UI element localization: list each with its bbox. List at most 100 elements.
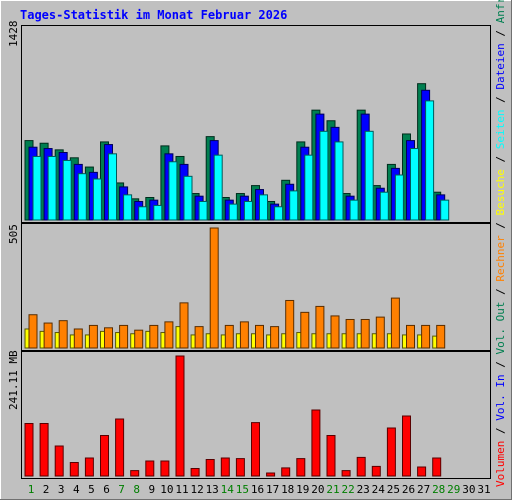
bar-bottom-volumen-day-19: [296, 458, 306, 477]
y-max-label-bottom: 241.11 MB: [7, 350, 20, 410]
bar-bottom-volumen-day-10: [160, 460, 170, 477]
bar-middle-rechner-day-9: [149, 324, 159, 349]
bar-top-seiten-day-11: [183, 175, 193, 221]
bar-bottom-volumen-day-11: [175, 355, 185, 477]
bar-middle-rechner-day-28: [436, 324, 446, 349]
bar-bottom-volumen-day-16: [251, 422, 260, 477]
bar-middle-rechner-day-25: [390, 297, 400, 349]
bar-top-seiten-day-27: [425, 100, 435, 221]
bar-middle-rechner-day-26: [406, 324, 415, 349]
bar-middle-rechner-day-8: [134, 329, 144, 349]
bar-bottom-volumen-day-14: [220, 457, 230, 477]
legend-separator: /: [494, 282, 507, 302]
bar-top-seiten-day-5: [92, 178, 102, 221]
bar-top-seiten-day-2: [47, 155, 57, 221]
bar-top-seiten-day-14: [228, 203, 238, 221]
x-tick-label-day-29: 29: [447, 483, 460, 496]
bar-bottom-volumen-day-2: [39, 423, 49, 477]
bar-top-seiten-day-12: [198, 200, 208, 221]
legend-separator: /: [494, 421, 507, 441]
legend-item-rechner: Rechner: [494, 235, 507, 282]
bar-middle-rechner-day-19: [300, 311, 310, 349]
bar-bottom-volumen-day-22: [341, 470, 351, 477]
bar-middle-rechner-day-2: [43, 322, 53, 349]
bar-middle-rechner-day-4: [73, 328, 83, 349]
bar-bottom-volumen-day-3: [54, 445, 64, 477]
x-tick-label-day-18: 18: [281, 483, 294, 496]
bar-middle-rechner-day-11: [179, 302, 189, 349]
legend-item-dateien: Dateien: [494, 43, 507, 89]
x-tick-label-day-11: 11: [175, 483, 188, 496]
bar-middle-rechner-day-12: [194, 326, 204, 349]
bar-top-seiten-day-25: [394, 174, 404, 221]
legend-separator: /: [494, 149, 507, 169]
bar-top-seiten-day-17: [274, 206, 284, 221]
x-tick-label-day-6: 6: [103, 483, 110, 496]
x-tick-label-day-5: 5: [88, 483, 95, 496]
bar-top-seiten-day-1: [32, 155, 42, 221]
x-tick-label-day-27: 27: [417, 483, 430, 496]
x-tick-label-day-3: 3: [58, 483, 65, 496]
legend-separator: /: [494, 23, 507, 43]
legend-separator: /: [494, 90, 507, 110]
bar-middle-rechner-day-18: [285, 299, 295, 349]
legend-item-seiten: Seiten: [494, 109, 507, 149]
bar-middle-rechner-day-27: [421, 324, 431, 349]
x-tick-label-day-23: 23: [357, 483, 370, 496]
bar-bottom-volumen-day-17: [266, 472, 276, 477]
x-tick-label-day-9: 9: [148, 483, 155, 496]
legend-item-vol-out: Vol. Out: [494, 302, 507, 355]
bar-middle-rechner-day-24: [375, 316, 385, 349]
bar-middle-rechner-day-1: [28, 314, 38, 349]
bar-top-seiten-day-16: [259, 194, 268, 221]
bar-middle-rechner-day-6: [104, 327, 113, 349]
bar-bottom-volumen-day-8: [130, 470, 140, 477]
x-tick-label-day-21: 21: [326, 483, 339, 496]
bar-middle-rechner-day-21: [330, 315, 340, 349]
bar-top-seiten-day-19: [304, 154, 314, 221]
bar-bottom-volumen-day-28: [432, 457, 442, 477]
bar-top-seiten-day-20: [319, 130, 329, 221]
bar-middle-rechner-day-13: [209, 227, 219, 349]
bar-bottom-volumen-day-20: [311, 409, 321, 477]
bar-top-seiten-day-4: [77, 173, 87, 221]
bar-bottom-volumen-day-6: [100, 435, 109, 477]
legend-item-besuche: Besuche: [494, 169, 507, 215]
bar-bottom-volumen-day-25: [386, 427, 396, 477]
bar-top-seiten-day-10: [168, 161, 178, 221]
bar-top-seiten-day-9: [153, 204, 163, 221]
bar-middle-rechner-day-15: [239, 321, 249, 349]
bar-middle-rechner-day-14: [224, 324, 234, 349]
x-tick-label-day-7: 7: [118, 483, 125, 496]
x-tick-label-day-12: 12: [190, 483, 203, 496]
right-vertical-legend: Volumen / Vol. In / Vol. Out / Rechner /…: [494, 0, 507, 487]
bar-top-seiten-day-15: [243, 200, 253, 221]
bar-middle-rechner-day-5: [88, 324, 98, 349]
bar-bottom-volumen-day-5: [84, 457, 94, 477]
bar-middle-rechner-day-23: [360, 318, 370, 349]
bar-bottom-volumen-day-7: [115, 418, 125, 477]
bar-top-seiten-day-22: [349, 199, 359, 221]
chart-bars-layer: [24, 83, 450, 477]
legend-separator: /: [494, 355, 507, 375]
legend-item-volumen: Volumen: [494, 441, 507, 487]
x-tick-label-day-20: 20: [311, 483, 324, 496]
x-tick-label-day-15: 15: [236, 483, 249, 496]
bar-middle-rechner-day-22: [345, 318, 355, 349]
bar-middle-rechner-day-16: [255, 324, 264, 349]
x-tick-label-day-4: 4: [73, 483, 80, 496]
bar-top-seiten-day-28: [440, 199, 450, 221]
chart-title: Tages-Statistik im Monat Februar 2026: [20, 8, 287, 22]
bar-top-seiten-day-23: [364, 130, 374, 221]
bar-bottom-volumen-day-4: [69, 462, 79, 477]
x-tick-label-day-22: 22: [341, 483, 354, 496]
x-tick-label-day-1: 1: [28, 483, 35, 496]
bar-bottom-volumen-day-13: [205, 459, 215, 477]
legend-item-anfragen: Anfragen: [494, 0, 507, 23]
x-tick-label-day-16: 16: [251, 483, 264, 496]
bar-bottom-volumen-day-12: [190, 468, 200, 477]
bar-bottom-volumen-day-27: [417, 466, 427, 477]
x-tick-label-day-10: 10: [160, 483, 173, 496]
